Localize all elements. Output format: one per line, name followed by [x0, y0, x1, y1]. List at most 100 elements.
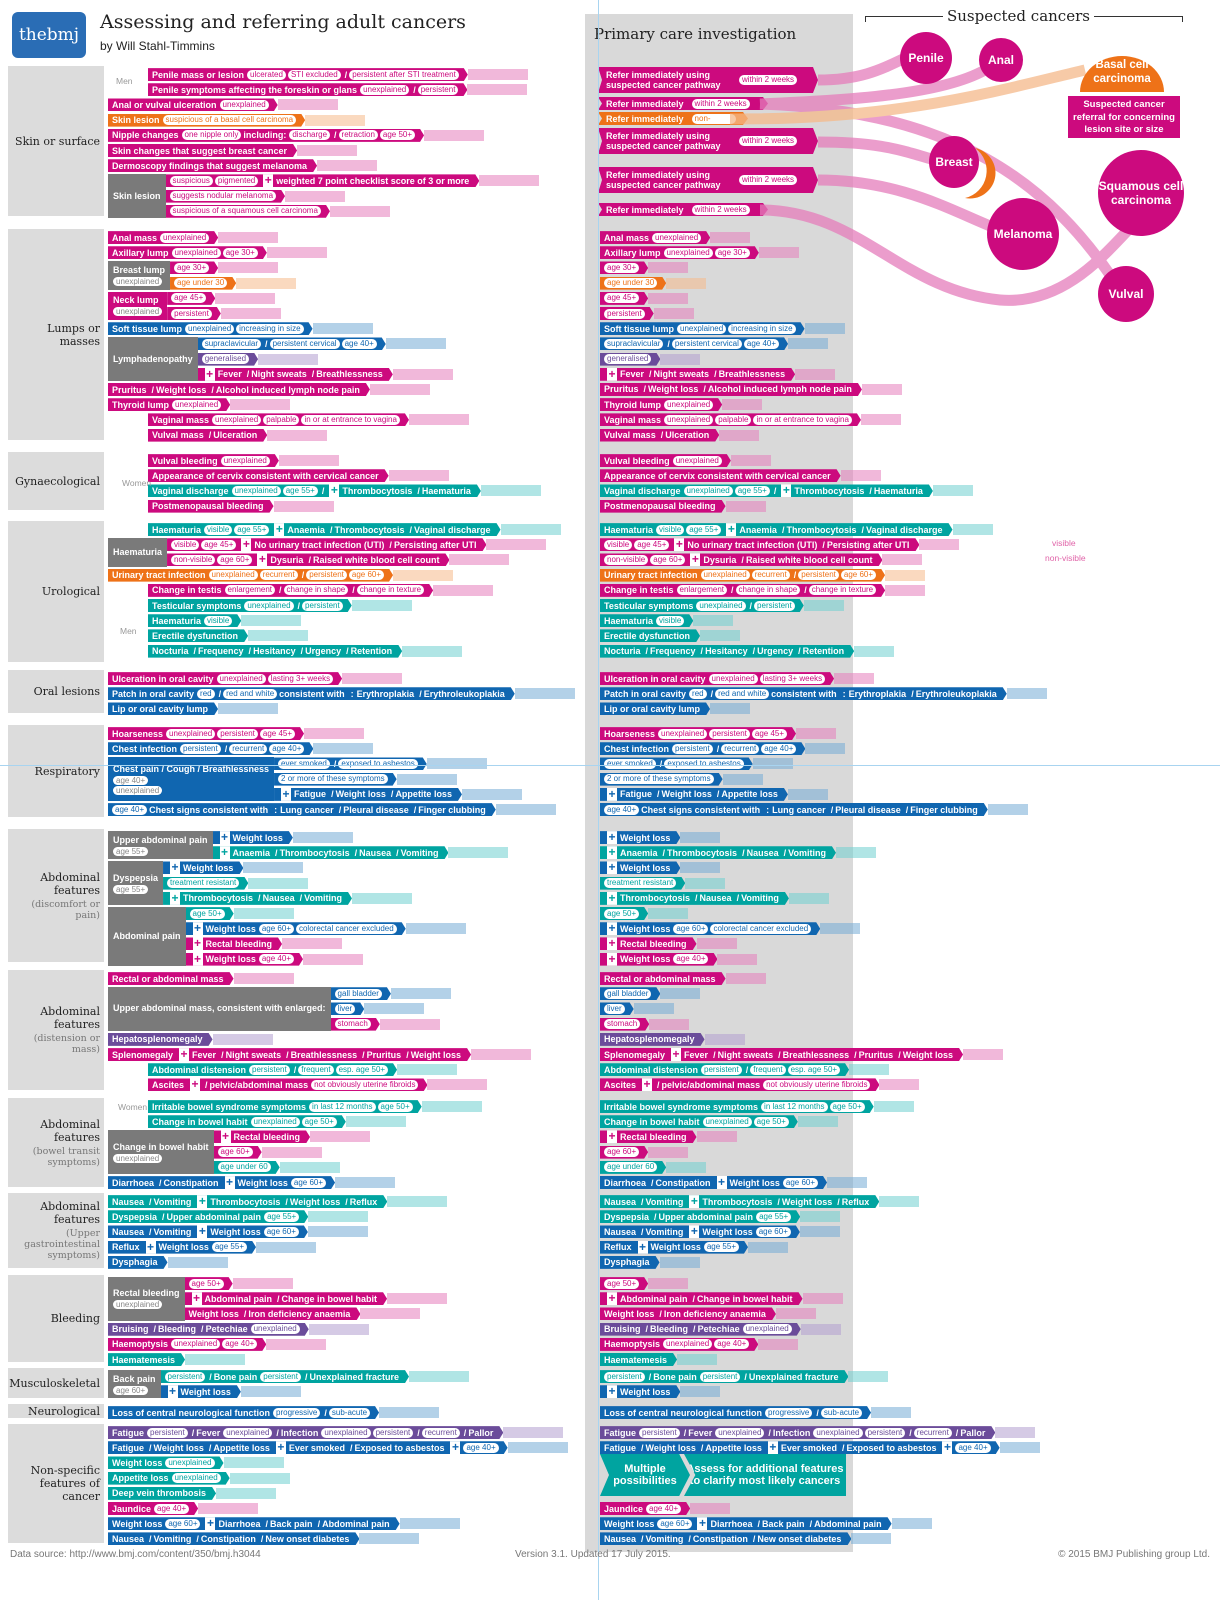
symptom-bar[interactable]: Erectile dysfunction: [600, 629, 700, 642]
symptom-bar[interactable]: Haemoptysis unexplained age 40+: [600, 1338, 758, 1351]
symptom-bar[interactable]: Vulval mass Ulceration: [148, 429, 267, 442]
symptom-bar[interactable]: stomach: [331, 1018, 380, 1031]
symptom-bar[interactable]: FatiguepersistentFeverunexplainedInfecti…: [600, 1426, 995, 1439]
symptom-bar[interactable]: Change in bowel habit unexplained age 50+: [148, 1115, 346, 1128]
symptom-bar[interactable]: Ulceration in oral cavity unexplained last…: [600, 672, 834, 685]
symptom-bar[interactable]: Rectal bleeding: [186, 937, 283, 950]
symptom-bar[interactable]: persistentBone painpersistentUnexplained…: [600, 1370, 848, 1383]
symptom-bar[interactable]: Anal or vulval ulceration unexplained: [108, 98, 278, 111]
symptom-bar[interactable]: Haematuria visible: [600, 614, 693, 627]
symptom-bar[interactable]: age 60+: [600, 1146, 648, 1159]
symptom-bar[interactable]: Anal mass unexplained: [600, 231, 710, 244]
symptom-bar[interactable]: Weight loss Iron deficiency anaemia: [185, 1307, 361, 1320]
symptom-bar[interactable]: Appearance of cervix consistent with cer…: [148, 469, 389, 482]
symptom-bar[interactable]: Weight loss: [600, 861, 680, 874]
symptom-bar[interactable]: Rectal bleeding: [214, 1130, 311, 1143]
symptom-bar[interactable]: age under 60: [214, 1161, 280, 1174]
symptom-bar[interactable]: gall bladder: [331, 987, 391, 1000]
symptom-bar[interactable]: Rectal or abdominal mass: [600, 972, 726, 985]
symptom-bar[interactable]: Jaundice age 40+: [108, 1502, 198, 1515]
symptom-bar[interactable]: Anaemia Thrombocytosis Nausea Vomiting: [213, 846, 449, 859]
referral-action[interactable]: Refer immediately using suspected cancer…: [598, 128, 818, 154]
symptom-bar[interactable]: treatment resistant: [163, 877, 248, 890]
symptom-bar[interactable]: Weight loss: [600, 831, 680, 844]
symptom-bar[interactable]: Vulval bleeding unexplained: [148, 454, 279, 467]
symptom-bar[interactable]: age 50+: [185, 1277, 233, 1290]
symptom-bar[interactable]: Fatigue Weight loss Appetite loss: [600, 788, 788, 801]
symptom-bar[interactable]: Weight loss: [161, 1385, 241, 1398]
symptom-bar[interactable]: Hoarseness unexplained persistent age 45+: [108, 727, 304, 740]
symptom-bar[interactable]: Pruritus Weight loss Alcohol induced lymph…: [600, 383, 862, 396]
symptom-bar[interactable]: Fatigue Weight loss Appetite loss: [274, 788, 462, 801]
symptom-bar[interactable]: Weight loss: [213, 831, 293, 844]
symptom-bar[interactable]: Penile mass or lesion ulcerated STI exclud…: [148, 68, 468, 81]
symptom-bar[interactable]: Skin lesion suspicious of a basal cell ca…: [108, 114, 305, 127]
symptom-bar[interactable]: Lip or oral cavity lump: [600, 702, 710, 715]
symptom-bar[interactable]: persistent: [600, 307, 654, 320]
symptom-bar[interactable]: age under 30: [170, 277, 236, 290]
symptom-bar[interactable]: Vaginal mass unexplained palpable in or at …: [600, 413, 861, 426]
symptom-bar[interactable]: Fever Night sweats Breathlessness: [198, 368, 393, 381]
symptom-bar[interactable]: Weight loss: [163, 861, 243, 874]
symptom-bar[interactable]: Nipple changes one nipple only including: d…: [108, 129, 424, 142]
symptom-bar[interactable]: age 50+: [600, 1277, 648, 1290]
symptom-bar[interactable]: Fatigue Weight loss Appetite loss Ever smok…: [108, 1441, 508, 1454]
symptom-bar[interactable]: Vaginal mass unexplained palpable in or at …: [148, 413, 409, 426]
symptom-bar[interactable]: Change in bowel habit unexplained age 50+: [600, 1115, 798, 1128]
symptom-bar[interactable]: Abdominal pain Change in bowel habit: [185, 1292, 388, 1305]
symptom-bar[interactable]: Hepatosplenomegaly: [600, 1033, 705, 1046]
referral-action[interactable]: Refer immediately non-urgent: [598, 112, 748, 125]
symptom-bar[interactable]: Haematemesis: [600, 1353, 677, 1366]
symptom-bar[interactable]: Vulval bleeding unexplained: [600, 454, 731, 467]
symptom-bar[interactable]: Rectal or abdominal mass: [108, 972, 234, 985]
symptom-bar[interactable]: Rectal bleeding: [600, 1130, 697, 1143]
symptom-bar[interactable]: Appearance of cervix consistent with cer…: [600, 469, 841, 482]
symptom-bar[interactable]: Loss of central neurological function pro…: [108, 1406, 379, 1419]
symptom-bar[interactable]: Haemoptysis unexplained age 40+: [108, 1338, 266, 1351]
symptom-bar[interactable]: Weight loss Iron deficiency anaemia: [600, 1307, 776, 1320]
symptom-bar[interactable]: Splenomegaly Fever Night sweats Breathlessn…: [600, 1048, 963, 1061]
symptom-bar[interactable]: Anaemia Thrombocytosis Nausea Vomiting: [600, 846, 836, 859]
symptom-bar[interactable]: Hoarseness unexplained persistent age 45+: [600, 727, 796, 740]
symptom-bar[interactable]: Axillary lump unexplained age 30+: [108, 246, 267, 259]
referral-action[interactable]: Refer immediately using suspected cancer…: [598, 67, 818, 93]
symptom-bar[interactable]: Irritable bowel syndrome symptoms in last…: [600, 1100, 874, 1113]
symptom-bar[interactable]: Thyroid lump unexplained: [600, 398, 722, 411]
symptom-bar[interactable]: Nocturia Frequency Hesitancy Urgency Retenti…: [148, 645, 402, 658]
symptom-bar[interactable]: age under 60: [600, 1161, 666, 1174]
symptom-bar[interactable]: age 40+Chest signs consistent with Lung c…: [108, 803, 496, 816]
symptom-bar[interactable]: Ulceration in oral cavity unexplained last…: [108, 672, 342, 685]
symptom-bar[interactable]: ever smoked exposed to asbestos: [274, 757, 427, 770]
symptom-bar[interactable]: Lip or oral cavity lump: [108, 702, 218, 715]
symptom-bar[interactable]: FatiguepersistentFeverunexplainedInfecti…: [108, 1426, 503, 1439]
symptom-bar[interactable]: suspicious of a squamous cell carcinoma: [166, 205, 330, 218]
symptom-bar[interactable]: Erectile dysfunction: [148, 629, 248, 642]
symptom-bar[interactable]: Thrombocytosis Nausea Vomiting: [600, 892, 789, 905]
symptom-bar[interactable]: Postmenopausal bleeding: [600, 500, 726, 513]
symptom-bar[interactable]: Dermoscopy findings that suggest melanom…: [108, 159, 317, 172]
symptom-bar[interactable]: Hepatosplenomegaly: [108, 1033, 213, 1046]
referral-action[interactable]: Refer immediately within 2 weeks: [598, 97, 768, 110]
